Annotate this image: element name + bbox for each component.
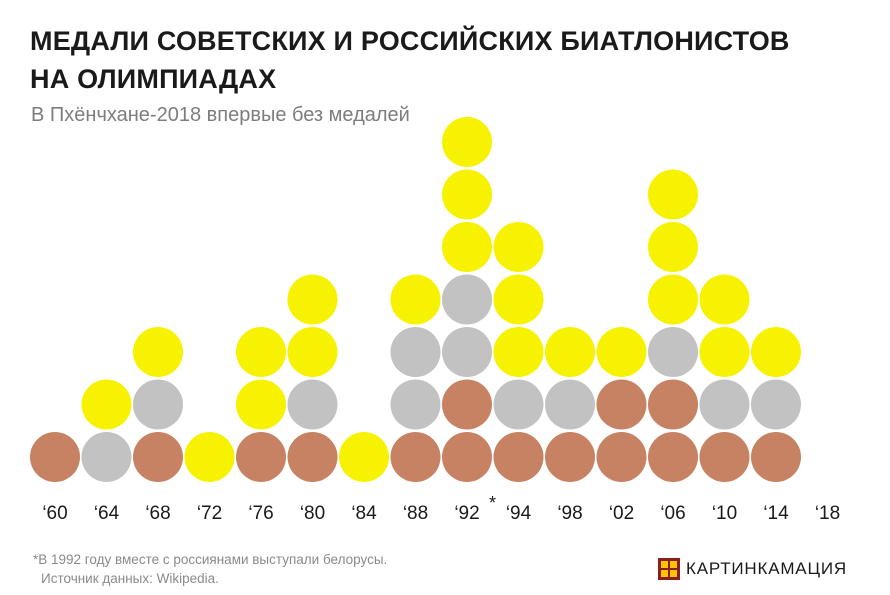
gold-medal-dot [493, 222, 544, 272]
chart-title-line-1: МЕДАЛИ СОВЕТСКИХ И РОССИЙСКИХ БИАТЛОНИСТ… [30, 26, 790, 56]
gold-medal-dot [287, 327, 338, 377]
bronze-medal-dot [287, 432, 338, 482]
bronze-medal-dot [545, 432, 595, 482]
gold-medal-dot [236, 379, 286, 430]
bronze-medal-dot [236, 432, 286, 482]
x-tick-label: ‘76 [248, 503, 273, 524]
x-tick-label: ‘18 [815, 503, 840, 524]
silver-medal-dot [81, 432, 132, 482]
x-tick-label: ‘64 [94, 503, 120, 524]
silver-medal-dot [442, 274, 492, 325]
x-tick-label: ‘88 [403, 503, 428, 524]
brand-logo-icon [658, 558, 680, 580]
gold-medal-dot [390, 274, 441, 325]
footnote: *В 1992 году вместе с россиянами выступа… [33, 550, 387, 588]
gold-medal-dot [648, 274, 698, 325]
x-tick-label: ‘06 [660, 503, 685, 524]
gold-medal-dot [184, 432, 235, 482]
source-text: Источник данных: Wikipedia. [41, 571, 219, 586]
silver-medal-dot [442, 327, 492, 377]
bronze-medal-dot [390, 432, 441, 482]
bronze-medal-dot [133, 432, 183, 482]
x-tick-label: ‘98 [557, 503, 582, 524]
x-tick-label: ‘94 [506, 503, 532, 524]
gold-medal-dot [81, 379, 132, 430]
chart-title: МЕДАЛИ СОВЕТСКИХ И РОССИЙСКИХ БИАТЛОНИСТ… [30, 22, 790, 98]
x-tick-label: ‘80 [300, 503, 325, 524]
silver-medal-dot [493, 379, 544, 430]
medal-dot-chart: ‘60 ‘64 ‘68 ‘72 ‘76 ‘80 ‘84 ‘88 ‘92 * ‘94 ‘98 ‘02 ‘06… [30, 117, 840, 524]
bronze-medal-dot [493, 432, 544, 482]
bronze-medal-dot [596, 379, 647, 430]
gold-medal-dot [339, 432, 389, 482]
x-tick-label: ‘72 [197, 503, 222, 524]
bronze-medal-dot [648, 379, 698, 430]
gold-medal-dot [699, 327, 750, 377]
gold-medal-dot [493, 274, 544, 325]
bronze-medal-dot [596, 432, 647, 482]
silver-medal-dot [390, 379, 441, 430]
bronze-medal-dot [442, 432, 492, 482]
x-tick-label: ‘68 [145, 503, 170, 524]
gold-medal-dot [545, 327, 595, 377]
x-tick-label: ‘10 [712, 503, 737, 524]
bronze-medal-dot [751, 432, 801, 482]
gold-medal-dot [648, 222, 698, 272]
x-tick-footnote-mark: * [489, 493, 496, 513]
x-tick-label: ‘84 [351, 503, 377, 524]
gold-medal-dot [236, 327, 286, 377]
gold-medal-dot [648, 169, 698, 220]
brand[interactable]: КАРТИНКАМАЦИЯ [658, 558, 847, 580]
bronze-medal-dot [442, 379, 492, 430]
x-tick-label: ‘92 [454, 503, 479, 524]
gold-medal-dot [493, 327, 544, 377]
chart-subtitle: В Пхёнчхане-2018 впервые без медалей [31, 104, 410, 126]
gold-medal-dot [442, 169, 492, 220]
gold-medal-dot [442, 222, 492, 272]
gold-medal-dot [699, 274, 750, 325]
silver-medal-dot [545, 379, 595, 430]
gold-medal-dot [133, 327, 183, 377]
footnote-text: *В 1992 году вместе с россиянами выступа… [33, 552, 388, 567]
gold-medal-dot [751, 327, 801, 377]
gold-medal-dot [442, 117, 492, 167]
silver-medal-dot [751, 379, 801, 430]
bronze-medal-dot [699, 432, 750, 482]
chart-title-line-2: НА ОЛИМПИАДАХ [30, 64, 277, 94]
gold-medal-dot [596, 327, 647, 377]
bronze-medal-dot [648, 432, 698, 482]
gold-medal-dot [287, 274, 338, 325]
silver-medal-dot [390, 327, 441, 377]
x-tick-label: ‘60 [42, 503, 67, 524]
silver-medal-dot [287, 379, 338, 430]
x-tick-label: ‘14 [763, 503, 789, 524]
brand-name: КАРТИНКАМАЦИЯ [686, 559, 847, 578]
bronze-medal-dot [30, 432, 80, 482]
silver-medal-dot [699, 379, 750, 430]
x-tick-label: ‘02 [609, 503, 634, 524]
silver-medal-dot [648, 327, 698, 377]
silver-medal-dot [133, 379, 183, 430]
